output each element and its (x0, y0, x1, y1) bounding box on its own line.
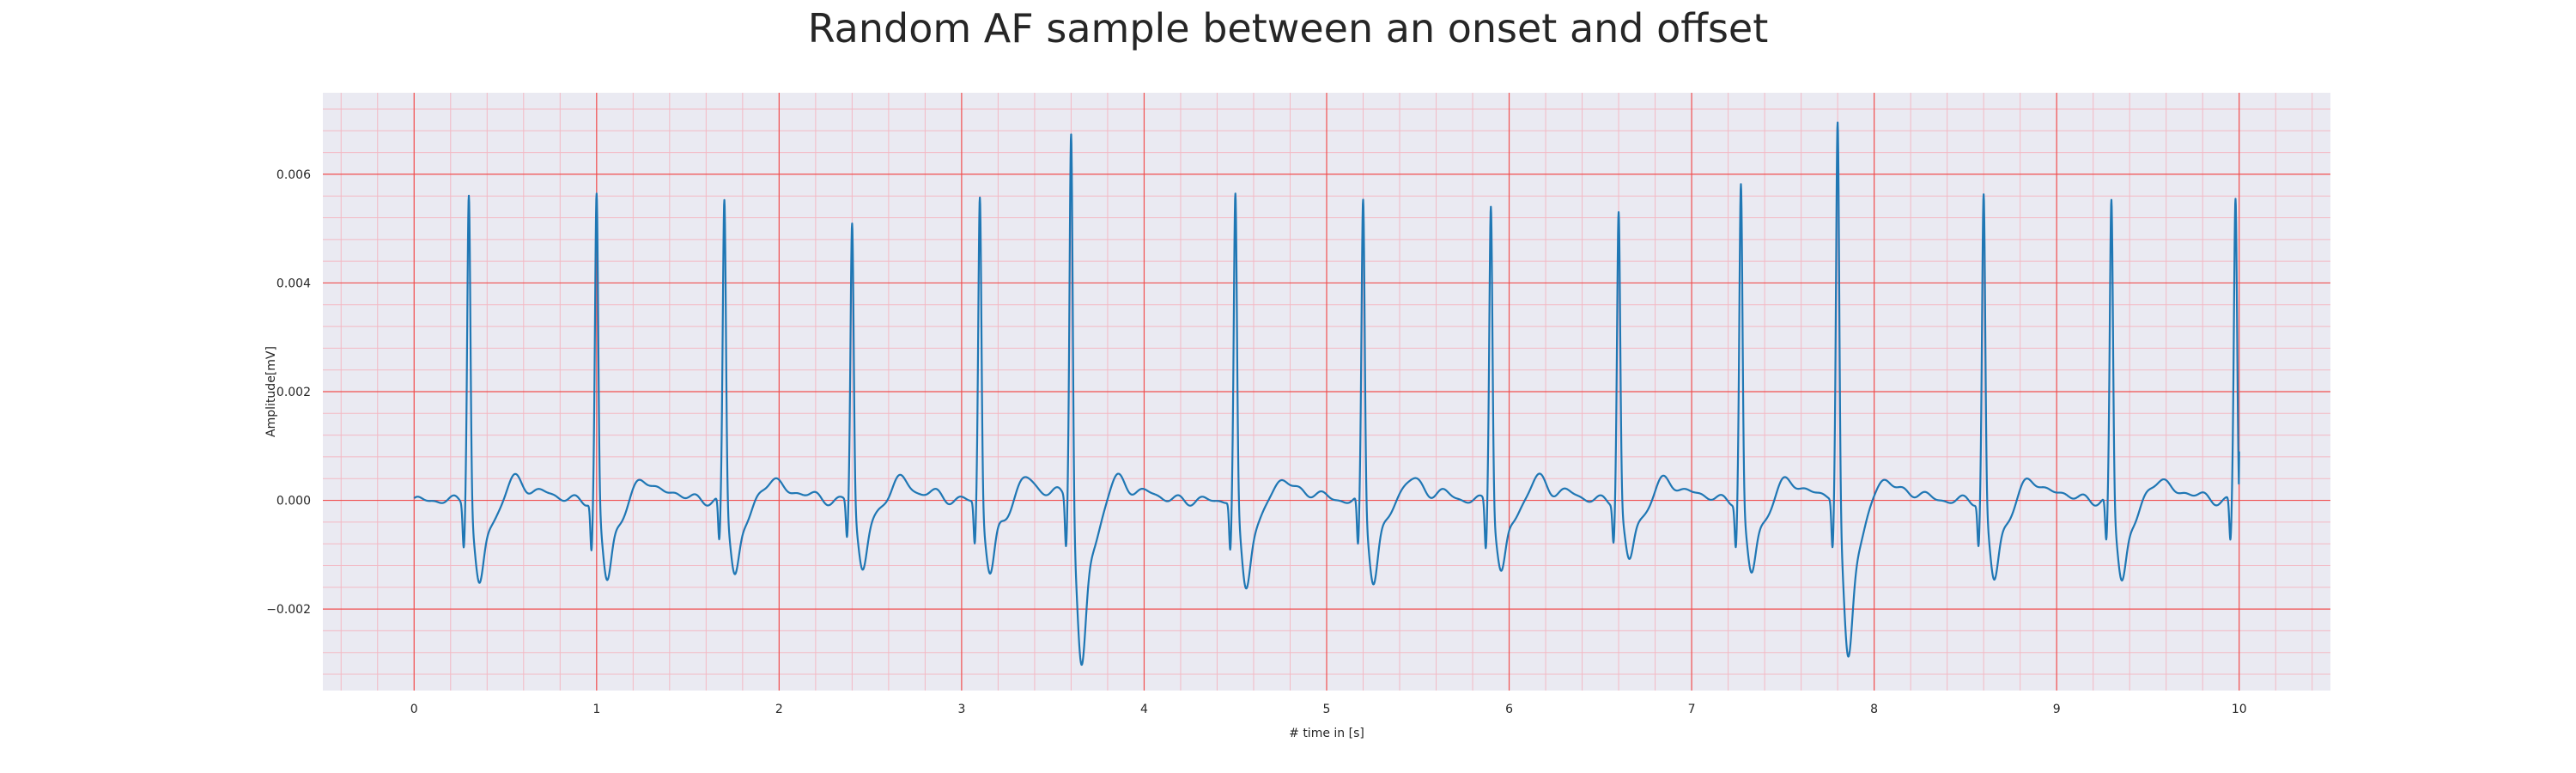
x-tick-label: 6 (1505, 703, 1513, 716)
x-tick-label: 10 (2232, 703, 2247, 716)
y-tick-label: 0.000 (276, 495, 311, 508)
x-tick-label: 0 (410, 703, 418, 716)
ecg-series-line (413, 121, 2240, 666)
x-tick-label: 8 (1870, 703, 1878, 716)
x-tick-label: 7 (1688, 703, 1696, 716)
x-tick-label: 4 (1140, 703, 1148, 716)
y-tick-label: 0.006 (276, 168, 311, 182)
chart-title: Random AF sample between an onset and of… (807, 5, 1769, 52)
x-tick-label: 2 (775, 703, 783, 716)
y-tick-label: 0.002 (276, 386, 311, 399)
x-tick-label: 3 (957, 703, 965, 716)
x-tick-label: 1 (592, 703, 600, 716)
x-tick-label: 5 (1323, 703, 1331, 716)
x-axis-label: # time in [s] (1289, 727, 1364, 740)
y-axis-label: Amplitude[mV] (264, 346, 278, 437)
y-tick-label: 0.004 (276, 277, 311, 290)
x-tick-label: 9 (2053, 703, 2061, 716)
y-tick-label: −0.002 (266, 603, 311, 617)
